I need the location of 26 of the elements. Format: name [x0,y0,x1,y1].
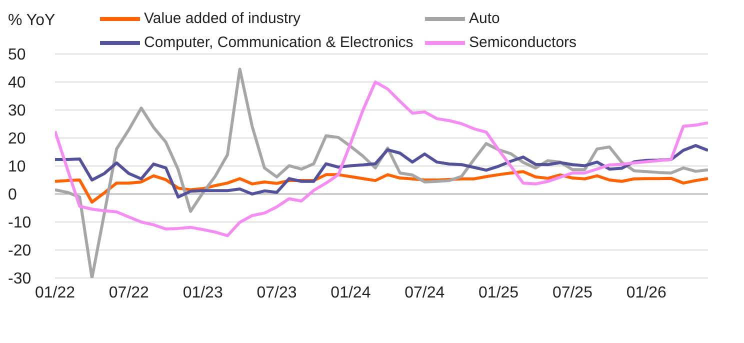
line-series [55,144,708,199]
y-tick-label: -20 [8,242,32,260]
x-tick-label: 01/23 [182,284,223,302]
y-tick-label: -30 [8,270,32,288]
x-tick-label: 01/26 [626,284,667,302]
y-tick-label: 0 [8,186,17,204]
y-tick-label: 40 [8,74,26,92]
x-tick-label: 07/24 [404,284,445,302]
line-series [55,68,708,278]
y-tick-label: 10 [8,158,26,176]
y-tick-label: 30 [8,102,26,120]
y-axis-title: % YoY [8,12,56,30]
legend-label: Computer, Communication & Electronics [144,34,414,51]
x-tick-label: 07/23 [256,284,297,302]
x-tick-label: 07/22 [108,284,150,302]
y-tick-label: 20 [8,130,26,148]
x-tick-label: 01/25 [478,284,519,302]
legend-label: Semiconductors [469,34,577,51]
x-tick-label: 07/25 [552,284,593,302]
legend-label: Value added of industry [144,10,300,27]
x-tick-label: 01/24 [330,284,371,302]
x-tick-label: 01/22 [34,284,76,302]
y-tick-label: 50 [8,46,26,64]
legend-label: Auto [469,10,500,27]
y-tick-label: -10 [8,214,32,232]
line-series [55,80,708,238]
